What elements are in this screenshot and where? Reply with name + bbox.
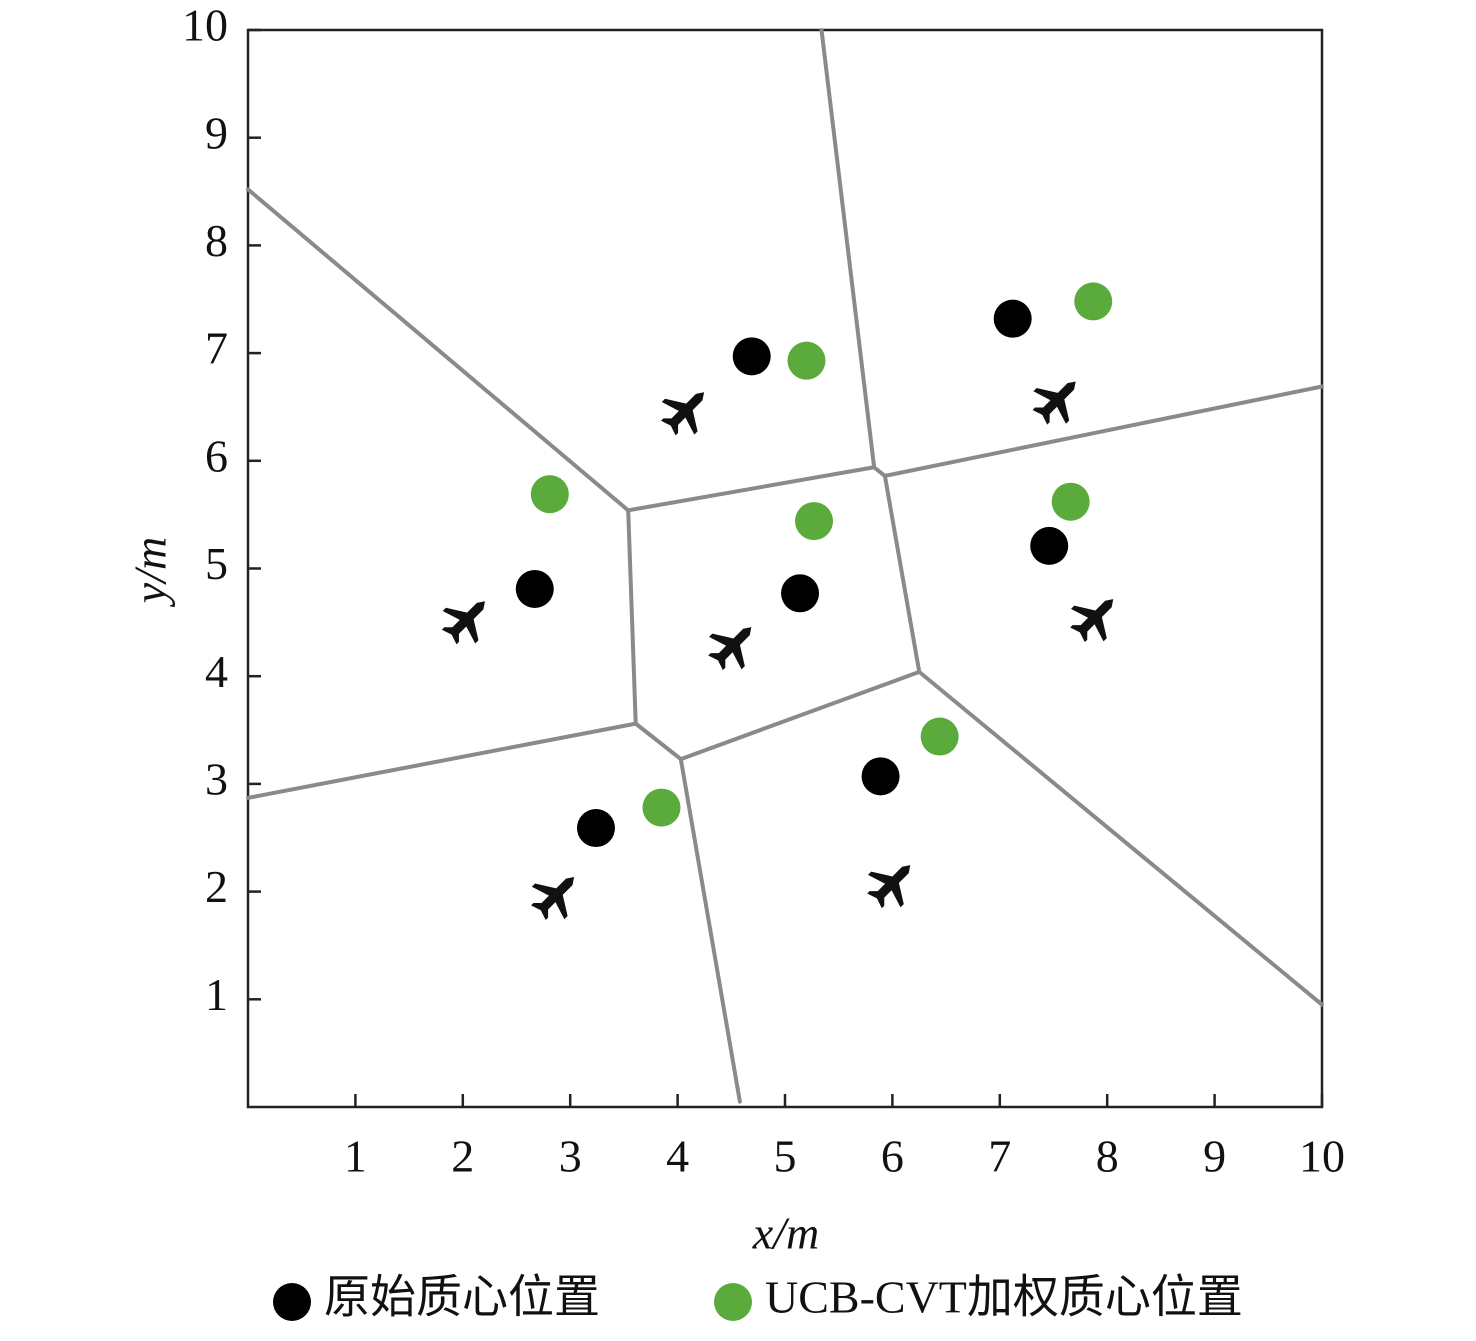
voronoi-edge bbox=[246, 187, 631, 513]
centroid-point bbox=[642, 788, 681, 827]
centroid-point bbox=[530, 475, 569, 514]
x-tick-label: 4 bbox=[666, 1131, 689, 1182]
voronoi-edge bbox=[678, 757, 742, 1104]
y-tick-label: 6 bbox=[205, 430, 228, 481]
x-tick-label: 8 bbox=[1096, 1131, 1119, 1182]
y-tick-label: 9 bbox=[205, 107, 228, 158]
uav-icon bbox=[531, 876, 575, 921]
legend-label: 原始质心位置 bbox=[324, 1272, 600, 1323]
centroid-point bbox=[787, 341, 826, 380]
voronoi-edge bbox=[917, 669, 1324, 1007]
legend-marker bbox=[714, 1283, 752, 1321]
y-axis-label: y/m bbox=[125, 537, 176, 607]
centroid-point bbox=[732, 337, 771, 376]
legend-label: UCB-CVT加权质心位置 bbox=[765, 1272, 1243, 1323]
x-tick-label: 10 bbox=[1299, 1131, 1345, 1182]
centroid-point bbox=[993, 299, 1032, 338]
uav-icon bbox=[1070, 599, 1114, 643]
voronoi-edge bbox=[626, 465, 877, 513]
x-tick-label: 1 bbox=[344, 1131, 367, 1182]
centroid-point bbox=[920, 717, 959, 756]
x-tick-label: 3 bbox=[559, 1131, 582, 1182]
legend: 原始质心位置 UCB-CVT加权质心位置 bbox=[273, 1272, 1243, 1323]
voronoi-edge bbox=[246, 721, 638, 800]
x-tick-label: 7 bbox=[988, 1131, 1011, 1182]
x-tick-label: 6 bbox=[881, 1131, 904, 1182]
uav-icon bbox=[660, 392, 705, 436]
centroid-point bbox=[861, 757, 900, 796]
voronoi-edge bbox=[882, 384, 1324, 478]
voronoi-edge bbox=[819, 28, 877, 470]
y-tick-label: 8 bbox=[205, 215, 228, 266]
y-tick-label: 10 bbox=[182, 0, 228, 51]
y-tick-label: 3 bbox=[205, 753, 228, 804]
y-tick-label: 7 bbox=[205, 323, 228, 374]
voronoi-edge bbox=[633, 721, 683, 762]
uav-icon bbox=[1032, 381, 1076, 425]
uav-icon bbox=[708, 627, 752, 671]
x-tick-label: 5 bbox=[774, 1131, 797, 1182]
x-tick-label: 9 bbox=[1203, 1131, 1226, 1182]
centroid-point bbox=[794, 502, 833, 541]
centroid-point bbox=[781, 574, 820, 613]
y-tick-label: 1 bbox=[205, 969, 228, 1020]
centroid-point bbox=[515, 569, 554, 608]
centroid-point bbox=[1051, 482, 1090, 521]
y-tick-label: 2 bbox=[205, 861, 228, 912]
plot-frame bbox=[246, 28, 1324, 1109]
centroid-point bbox=[576, 809, 615, 848]
centroid-point bbox=[1074, 282, 1113, 321]
uav-icon bbox=[867, 865, 911, 909]
x-axis-label: x/m bbox=[752, 1208, 819, 1259]
voronoi-edge bbox=[678, 669, 922, 762]
y-tick-label: 4 bbox=[205, 646, 228, 697]
voronoi-edge bbox=[882, 473, 922, 674]
uav-icon bbox=[441, 601, 485, 645]
voronoi-edge bbox=[872, 465, 887, 478]
y-tick-label: 5 bbox=[205, 538, 228, 589]
centroid-point bbox=[1030, 526, 1069, 565]
legend-marker bbox=[273, 1283, 311, 1321]
voronoi-edge bbox=[626, 508, 638, 726]
x-tick-label: 2 bbox=[451, 1131, 474, 1182]
